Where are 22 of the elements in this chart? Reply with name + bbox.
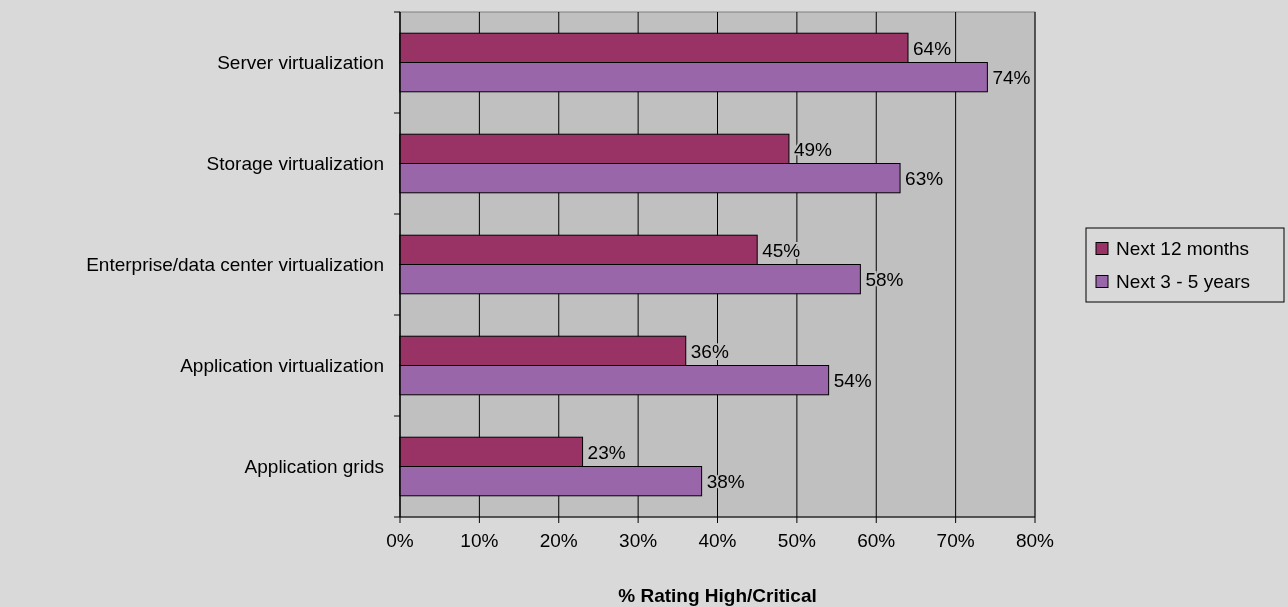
x-tick-label: 70% [936,530,975,551]
y-tick-label: Server virtualization [217,52,384,74]
x-tick-label: 20% [539,530,578,551]
y-tick-label: Storage virtualization [206,153,384,175]
y-tick-label: Application virtualization [180,355,384,377]
data-label: 54% [833,369,872,391]
data-label: 64% [913,37,952,59]
legend-label: Next 12 months [1116,238,1250,260]
x-axis-title: % Rating High/Critical [618,585,817,606]
x-tick-label: 50% [777,530,816,551]
x-tick-label: 40% [698,530,737,551]
y-tick-label: Enterprise/data center virtualization [86,254,384,276]
x-tick-label: 80% [1015,530,1055,551]
x-tick-label: 10% [460,530,499,551]
x-tick-label: 0% [386,530,414,551]
data-label: 23% [587,441,626,463]
x-tick-label: 30% [619,530,658,551]
x-tick-label: 60% [857,530,896,551]
y-tick-label: Application grids [244,456,384,478]
data-label: 63% [905,167,944,189]
data-label: 74% [992,66,1031,88]
legend-label: Next 3 - 5 years [1116,271,1251,293]
